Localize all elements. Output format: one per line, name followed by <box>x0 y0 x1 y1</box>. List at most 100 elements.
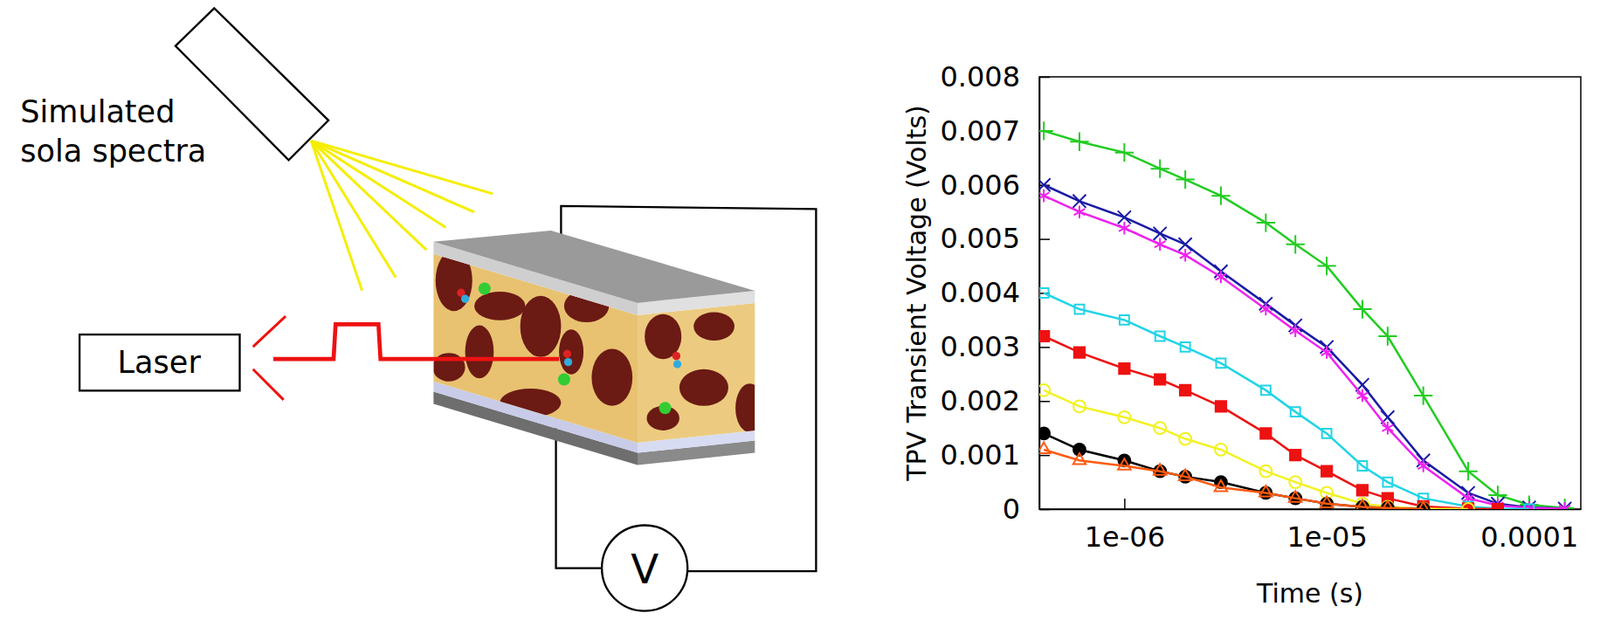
data-point <box>1039 189 1049 203</box>
tick-label: 0.005 <box>939 221 1021 256</box>
data-point <box>1153 421 1166 435</box>
x-axis-title: Time (s) <box>1255 578 1364 609</box>
data-point <box>1211 186 1230 205</box>
laser-pulse <box>273 324 559 359</box>
data-point <box>1290 406 1301 417</box>
domain-blob <box>679 369 729 407</box>
series-line <box>1043 185 1565 510</box>
data-point <box>1180 342 1191 352</box>
data-point <box>1179 248 1192 263</box>
data-point <box>1558 502 1571 510</box>
x-tick: 0.0001 <box>1480 498 1579 554</box>
series-line <box>1043 390 1469 510</box>
data-point <box>1524 504 1534 510</box>
exciton <box>673 359 682 368</box>
series <box>1039 288 1534 510</box>
data-point <box>1074 205 1086 219</box>
data-point <box>1416 502 1429 510</box>
data-point <box>1417 459 1429 473</box>
domain-blob <box>693 311 735 341</box>
voltmeter <box>601 525 688 612</box>
y-tick: 0.008 <box>939 60 1050 94</box>
data-point <box>1119 315 1130 325</box>
solar-cell <box>432 230 765 466</box>
data-point <box>1289 475 1302 489</box>
data-point <box>1179 433 1192 446</box>
domain-blob <box>465 325 495 380</box>
data-point <box>1215 270 1228 284</box>
data-point <box>1260 303 1272 317</box>
data-point <box>1462 503 1475 510</box>
figure: Simulatedsola spectraLaserV1e-061e-050.0… <box>0 0 1600 620</box>
data-point <box>1381 500 1394 510</box>
data-point <box>1321 345 1333 359</box>
data-point <box>1039 384 1050 397</box>
x-axis: 1e-061e-050.0001 <box>1040 498 1582 554</box>
data-point <box>1320 496 1333 508</box>
exciton <box>672 351 681 360</box>
tick-mark <box>1039 400 1050 403</box>
y-axis-title: TPV Transient Voltage (Volts) <box>901 104 932 483</box>
series <box>1039 178 1572 510</box>
data-point <box>1352 299 1372 318</box>
series <box>1039 331 1504 510</box>
laser-emission <box>253 369 284 400</box>
data-point <box>1074 346 1085 358</box>
tick-label: 0.0001 <box>1480 520 1579 554</box>
data-point <box>1115 143 1134 162</box>
series <box>1039 442 1430 510</box>
data-point <box>1069 132 1089 152</box>
domain-blob <box>499 388 561 418</box>
y-tick: 0.004 <box>939 275 1050 310</box>
domain-blob <box>474 291 525 321</box>
y-tick: 0.001 <box>939 438 1050 472</box>
x-tick: 1e-06 <box>1084 498 1166 554</box>
data-point <box>1215 400 1227 412</box>
tick-label: 0.006 <box>939 167 1021 201</box>
data-point <box>1413 386 1433 405</box>
data-point <box>1153 463 1166 476</box>
exciton <box>563 350 572 359</box>
data-point <box>1322 428 1332 439</box>
tick-mark <box>1039 238 1050 241</box>
data-point <box>1259 485 1272 497</box>
y-tick: 0.006 <box>939 167 1050 201</box>
data-point <box>1039 427 1050 440</box>
data-point <box>1039 288 1049 298</box>
series <box>1039 121 1574 510</box>
chart: 1e-061e-050.000100.0010.0020.0030.0040.0… <box>901 60 1581 609</box>
laser-box <box>79 334 240 391</box>
data-point <box>1175 170 1194 189</box>
domain-blob <box>520 296 562 358</box>
data-point <box>1357 461 1367 471</box>
tick-mark <box>1124 498 1126 510</box>
data-point <box>1382 421 1394 435</box>
active-layer <box>637 303 755 443</box>
tick-label: 0 <box>1002 492 1021 526</box>
plot-marks <box>1039 121 1574 510</box>
data-point <box>1073 400 1086 414</box>
series-line <box>1043 195 1565 509</box>
data-point <box>1118 363 1130 374</box>
data-point <box>1382 477 1393 488</box>
data-point <box>1214 480 1228 492</box>
series <box>1039 427 1430 510</box>
light-source-label-line: sola spectra <box>20 132 207 169</box>
tick-label: 0.001 <box>939 438 1021 472</box>
tick-mark <box>1039 455 1050 457</box>
y-axis: 00.0010.0020.0030.0040.0050.0060.0070.00… <box>939 60 1050 526</box>
data-point <box>1214 443 1228 456</box>
series-line <box>1043 336 1498 510</box>
laser-emission <box>253 316 286 347</box>
data-point <box>1261 385 1271 395</box>
tick-mark <box>1039 76 1050 79</box>
tick-label: 0.007 <box>939 114 1021 148</box>
data-point <box>1458 462 1477 481</box>
y-tick: 0.003 <box>939 330 1050 364</box>
series <box>1039 189 1571 510</box>
data-point <box>1117 458 1131 470</box>
tick-label: 0.004 <box>939 275 1021 310</box>
data-point <box>1039 331 1049 342</box>
y-tick: 0.005 <box>939 221 1050 256</box>
data-point <box>1321 466 1332 477</box>
